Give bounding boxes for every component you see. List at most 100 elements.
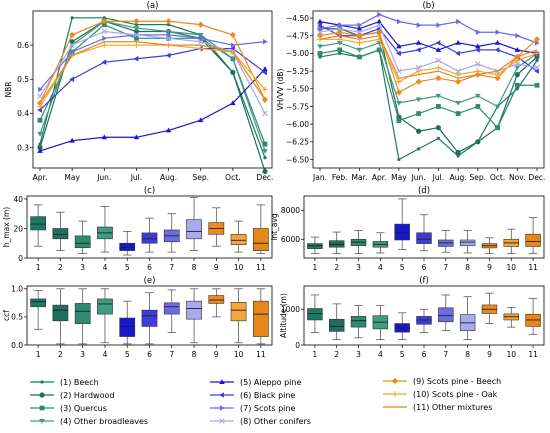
y-tick-label: 6000 (281, 235, 300, 244)
box-body (208, 295, 225, 304)
legend-label: (8) Other conifers (240, 417, 311, 426)
series-11 (319, 35, 538, 79)
x-tick-label: 1 (313, 350, 318, 359)
box-4 (372, 305, 389, 340)
panel-d: (d) int_avg 6000 8000 1 2 3 4 5 6 7 8 9 10 11 (270, 186, 545, 272)
data-point (37, 93, 43, 100)
box-body (186, 219, 202, 240)
data-point (317, 22, 322, 28)
legend-marker (219, 418, 225, 424)
data-point (435, 47, 442, 52)
panel-f: (f) Altitude (m) 0 1000 1 2 3 4 5 6 7 8 9 10 11 (279, 276, 545, 359)
x-tick-label: Mar. (352, 173, 368, 182)
data-point (229, 31, 236, 39)
y-tick-label: −5.75 (286, 102, 309, 111)
data-point (101, 134, 108, 140)
data-point (37, 144, 43, 151)
data-point (534, 36, 540, 43)
legend-marker (220, 405, 225, 411)
box-7 (438, 294, 454, 332)
series-7 (318, 11, 540, 46)
box-5 (394, 312, 410, 340)
x-tick-label: 2 (334, 263, 339, 272)
data-point (134, 23, 139, 27)
data-point (534, 68, 539, 74)
data-point (134, 35, 139, 41)
panel-title-d: (d) (418, 186, 430, 196)
series-line (39, 20, 266, 104)
data-point (415, 64, 422, 71)
box-body (141, 309, 158, 327)
x-tick-label: 8 (465, 263, 470, 272)
x-tick-label: 9 (214, 350, 219, 359)
data-point (101, 18, 108, 25)
data-point (435, 125, 441, 131)
x-tick-label: 2 (58, 263, 63, 272)
legend-label: (6) Black pine (240, 391, 295, 400)
data-point (357, 22, 363, 28)
box-1 (307, 294, 323, 333)
legend-marker (40, 380, 44, 384)
data-point (37, 117, 43, 123)
data-point (494, 104, 501, 110)
data-point (356, 25, 363, 31)
series-8 (317, 22, 540, 74)
panel-b: (b) VH/VV (dB) −6.50 −6.25 −6.00 −5.75 −5.50 −5… (276, 1, 545, 182)
legend-item-8: (8) Other conifers (210, 417, 311, 426)
plot-frame-b (312, 10, 545, 169)
y-tick-label: 20 (13, 224, 23, 233)
x-tick-label: Dec. (257, 173, 274, 182)
data-point (336, 29, 343, 36)
data-point (455, 78, 462, 85)
legend-label: (2) Hardwood (60, 391, 114, 400)
data-point (455, 149, 461, 156)
data-point (263, 38, 268, 45)
data-point (416, 128, 422, 134)
data-point (475, 47, 480, 53)
series-line (319, 35, 538, 79)
panel-c: (c) h_max (m) 0 20 40 1 2 3 4 5 6 7 8 9 10 11 (2, 186, 273, 272)
box-5 (394, 198, 410, 250)
box-body (30, 216, 47, 231)
x-tick-label: 1 (36, 263, 41, 272)
y-tick-label: 1000 (281, 305, 300, 314)
data-point (535, 58, 539, 63)
series-line (320, 38, 538, 83)
legend-label: (1) Beech (60, 378, 99, 387)
data-point (495, 125, 500, 131)
data-point (101, 28, 108, 35)
data-point (534, 54, 540, 60)
legend-item-3: (3) Quercus (30, 404, 107, 413)
legend-item-4: (4) Other broadleaves (30, 417, 148, 426)
data-point (133, 134, 140, 140)
box-body (74, 235, 91, 248)
data-point (416, 111, 422, 116)
box-6 (416, 214, 432, 252)
data-point (376, 22, 382, 28)
data-point (376, 29, 383, 36)
y-tick-label: −5.00 (286, 49, 309, 58)
box-body (119, 242, 136, 251)
data-point (102, 16, 106, 20)
box-1 (30, 204, 47, 247)
box-6 (416, 308, 432, 333)
y-tick-label: 0.5 (11, 313, 23, 322)
box-3 (350, 230, 367, 255)
panel-title-f: (f) (419, 276, 429, 286)
legend-label: (7) Scots pine (240, 404, 295, 413)
data-point (262, 110, 268, 117)
data-point (396, 78, 402, 85)
box-8 (186, 288, 202, 344)
data-point (494, 47, 500, 53)
box-10 (230, 220, 247, 253)
y-axis-label-f: Altitude (m) (279, 293, 288, 338)
data-point (69, 76, 75, 83)
box-body (74, 303, 91, 324)
data-point (336, 40, 343, 46)
y-tick-label: 8000 (281, 206, 300, 215)
series-3 (317, 47, 540, 131)
data-point (396, 18, 402, 25)
box-body (97, 298, 113, 315)
x-tick-label: 5 (125, 350, 130, 359)
